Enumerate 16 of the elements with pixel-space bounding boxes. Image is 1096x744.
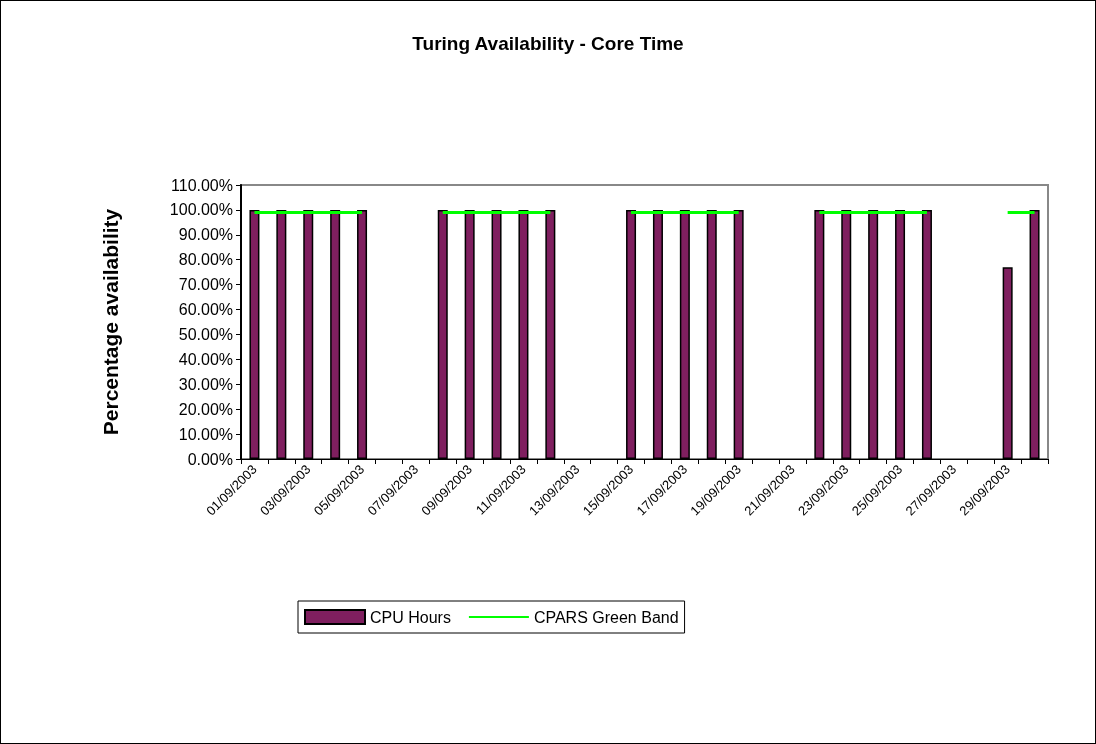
- y-tick-label: 40.00%: [178, 350, 233, 368]
- y-tick-label: 100.00%: [169, 201, 233, 219]
- y-tick-label: 90.00%: [178, 226, 233, 244]
- y-tick-label: 10.00%: [178, 425, 233, 443]
- y-tick-label: 70.00%: [178, 276, 233, 294]
- y-tick-label: 80.00%: [178, 251, 233, 269]
- y-tick-label: 110.00%: [171, 176, 233, 194]
- y-tick-label: 60.00%: [178, 301, 233, 319]
- y-tick-label: 30.00%: [178, 375, 233, 393]
- legend-label: CPU Hours: [370, 608, 451, 626]
- y-tick-label: 20.00%: [178, 400, 233, 418]
- legend-label: CPARS Green Band: [533, 608, 679, 626]
- chart-title: Turing Availability - Core Time: [412, 33, 684, 54]
- y-axis-title: Percentage availability: [99, 208, 122, 436]
- y-tick-label: 0.00%: [187, 450, 233, 468]
- y-tick-label: 50.00%: [178, 325, 233, 343]
